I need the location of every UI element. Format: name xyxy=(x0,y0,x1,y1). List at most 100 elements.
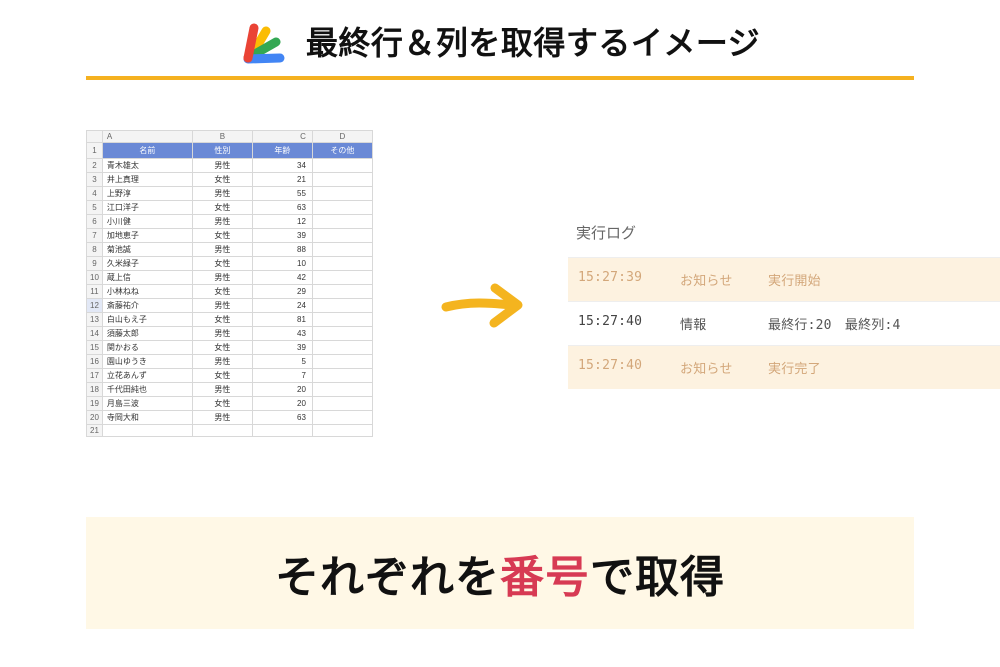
row-header[interactable]: 14 xyxy=(87,327,103,341)
data-cell[interactable]: 女性 xyxy=(192,229,252,243)
data-cell[interactable] xyxy=(312,215,372,229)
data-cell[interactable] xyxy=(312,425,372,437)
data-cell[interactable]: 88 xyxy=(252,243,312,257)
data-cell[interactable]: 菊池誠 xyxy=(102,243,192,257)
data-cell[interactable] xyxy=(102,425,192,437)
data-cell[interactable]: 81 xyxy=(252,313,312,327)
data-cell[interactable]: 小林ねね xyxy=(102,285,192,299)
data-cell[interactable]: 青木雄太 xyxy=(102,159,192,173)
data-cell[interactable]: 立花あんず xyxy=(102,369,192,383)
data-cell[interactable]: 園山ゆうき xyxy=(102,355,192,369)
data-cell[interactable]: 21 xyxy=(252,173,312,187)
data-cell[interactable] xyxy=(312,271,372,285)
row-header[interactable]: 17 xyxy=(87,369,103,383)
col-header[interactable]: A xyxy=(102,131,192,143)
data-cell[interactable]: 男性 xyxy=(192,271,252,285)
data-cell[interactable] xyxy=(312,187,372,201)
col-header[interactable]: B xyxy=(192,131,252,143)
row-header[interactable]: 9 xyxy=(87,257,103,271)
data-cell[interactable]: 42 xyxy=(252,271,312,285)
data-cell[interactable]: 女性 xyxy=(192,285,252,299)
row-header[interactable]: 6 xyxy=(87,215,103,229)
data-cell[interactable]: 寺岡大和 xyxy=(102,411,192,425)
data-cell[interactable]: 男性 xyxy=(192,215,252,229)
row-header[interactable]: 18 xyxy=(87,383,103,397)
data-cell[interactable] xyxy=(252,425,312,437)
row-header[interactable]: 13 xyxy=(87,313,103,327)
data-cell[interactable]: 10 xyxy=(252,257,312,271)
data-cell[interactable] xyxy=(312,313,372,327)
data-cell[interactable] xyxy=(312,327,372,341)
data-cell[interactable]: 43 xyxy=(252,327,312,341)
data-cell[interactable]: 63 xyxy=(252,411,312,425)
data-cell[interactable] xyxy=(312,173,372,187)
header-cell[interactable]: 性別 xyxy=(192,143,252,159)
data-cell[interactable]: 34 xyxy=(252,159,312,173)
data-cell[interactable]: 女性 xyxy=(192,257,252,271)
data-cell[interactable] xyxy=(312,397,372,411)
data-cell[interactable]: 千代田純也 xyxy=(102,383,192,397)
header-cell[interactable]: 名前 xyxy=(102,143,192,159)
row-header[interactable]: 10 xyxy=(87,271,103,285)
data-cell[interactable] xyxy=(312,285,372,299)
data-cell[interactable]: 上野淳 xyxy=(102,187,192,201)
data-cell[interactable]: 関かおる xyxy=(102,341,192,355)
data-cell[interactable]: 女性 xyxy=(192,313,252,327)
data-cell[interactable] xyxy=(312,369,372,383)
data-cell[interactable]: 男性 xyxy=(192,355,252,369)
data-cell[interactable]: 江口洋子 xyxy=(102,201,192,215)
data-cell[interactable]: 24 xyxy=(252,299,312,313)
row-header[interactable]: 19 xyxy=(87,397,103,411)
data-cell[interactable]: 加地恵子 xyxy=(102,229,192,243)
data-cell[interactable]: 須藤太郎 xyxy=(102,327,192,341)
row-header[interactable]: 20 xyxy=(87,411,103,425)
data-cell[interactable]: 女性 xyxy=(192,397,252,411)
data-cell[interactable]: 男性 xyxy=(192,327,252,341)
data-cell[interactable]: 39 xyxy=(252,229,312,243)
col-header[interactable]: D xyxy=(312,131,372,143)
data-cell[interactable] xyxy=(312,383,372,397)
data-cell[interactable]: 39 xyxy=(252,341,312,355)
data-cell[interactable]: 7 xyxy=(252,369,312,383)
data-cell[interactable] xyxy=(312,159,372,173)
row-header[interactable]: 2 xyxy=(87,159,103,173)
data-cell[interactable]: 55 xyxy=(252,187,312,201)
data-cell[interactable]: 久米緑子 xyxy=(102,257,192,271)
data-cell[interactable]: 女性 xyxy=(192,369,252,383)
data-cell[interactable]: 12 xyxy=(252,215,312,229)
data-cell[interactable]: 女性 xyxy=(192,173,252,187)
data-cell[interactable] xyxy=(312,411,372,425)
data-cell[interactable]: 20 xyxy=(252,397,312,411)
row-header[interactable]: 8 xyxy=(87,243,103,257)
data-cell[interactable] xyxy=(312,243,372,257)
row-header[interactable]: 15 xyxy=(87,341,103,355)
data-cell[interactable]: 斎藤祐介 xyxy=(102,299,192,313)
data-cell[interactable] xyxy=(312,229,372,243)
row-header[interactable]: 7 xyxy=(87,229,103,243)
col-header[interactable]: C xyxy=(252,131,312,143)
data-cell[interactable]: 男性 xyxy=(192,187,252,201)
row-header[interactable]: 12 xyxy=(87,299,103,313)
row-header[interactable]: 11 xyxy=(87,285,103,299)
data-cell[interactable]: 井上真理 xyxy=(102,173,192,187)
data-cell[interactable]: 白山もえ子 xyxy=(102,313,192,327)
data-cell[interactable]: 女性 xyxy=(192,341,252,355)
data-cell[interactable]: 女性 xyxy=(192,201,252,215)
data-cell[interactable] xyxy=(312,201,372,215)
data-cell[interactable] xyxy=(312,341,372,355)
row-header[interactable]: 21 xyxy=(87,425,103,437)
data-cell[interactable] xyxy=(312,299,372,313)
data-cell[interactable]: 20 xyxy=(252,383,312,397)
data-cell[interactable]: 5 xyxy=(252,355,312,369)
data-cell[interactable] xyxy=(192,425,252,437)
data-cell[interactable]: 男性 xyxy=(192,299,252,313)
data-cell[interactable] xyxy=(312,257,372,271)
data-cell[interactable]: 29 xyxy=(252,285,312,299)
data-cell[interactable]: 63 xyxy=(252,201,312,215)
header-cell[interactable]: その他 xyxy=(312,143,372,159)
data-cell[interactable]: 蔵上信 xyxy=(102,271,192,285)
header-cell[interactable]: 年齢 xyxy=(252,143,312,159)
row-header[interactable]: 4 xyxy=(87,187,103,201)
row-header[interactable]: 16 xyxy=(87,355,103,369)
data-cell[interactable]: 男性 xyxy=(192,411,252,425)
